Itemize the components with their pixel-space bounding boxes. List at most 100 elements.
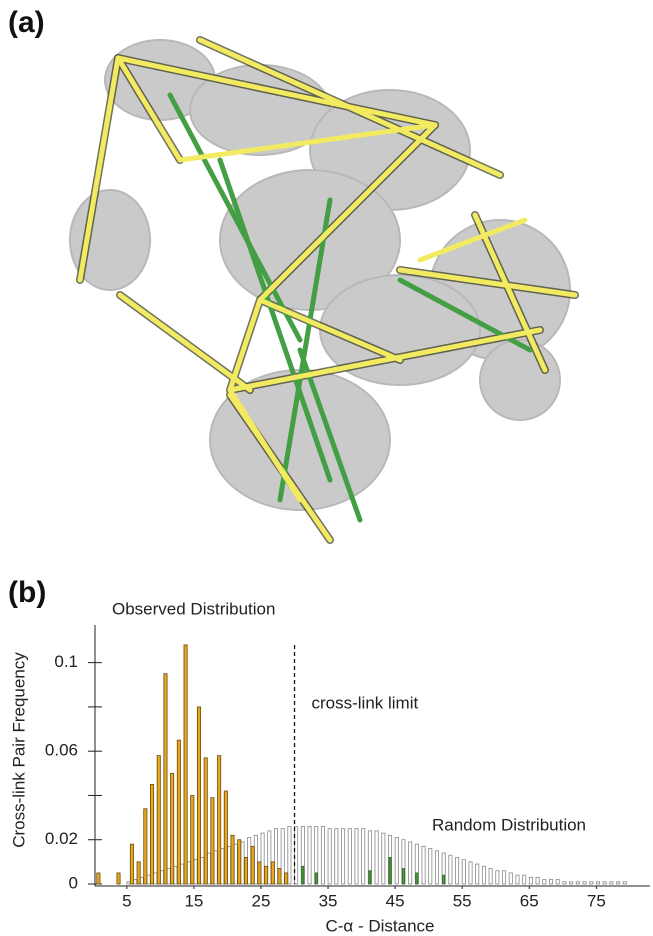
bar [468,861,473,885]
bar [190,795,195,885]
bar [368,870,372,885]
bar [595,881,600,885]
bar [535,876,540,885]
bar [461,859,466,885]
bar [196,706,202,885]
bar [582,881,587,885]
histogram: 0 0.02 0.06 0.1 5 15 25 35 45 55 65 75 C-α - Distanc… [9,599,650,935]
bar [237,839,242,885]
bar [602,881,607,885]
limit-label: cross-link limit [312,693,419,712]
bar [280,828,285,885]
bar [327,828,332,885]
bar [153,872,158,885]
series-label: Observed Distribution [112,599,275,618]
bar [287,826,292,885]
bar [220,848,225,885]
bar [381,832,386,885]
bar [253,834,258,885]
bar [213,850,218,885]
bar [227,845,232,885]
bar [277,868,282,885]
x-tick-label: 75 [587,891,606,910]
y-tick-label: 0.06 [45,741,78,760]
bar [257,861,262,885]
bar [230,834,235,885]
bar [481,865,486,885]
bar [173,865,178,885]
bar [522,874,527,885]
bar [361,828,366,885]
bar [267,830,272,885]
bar [136,861,141,885]
bar [622,881,627,885]
bar [250,845,255,885]
bar [270,861,275,885]
panel-label: (a) [8,6,45,39]
bar [616,881,621,885]
bar [475,863,480,885]
bar [448,854,453,885]
bar [133,879,138,885]
x-tick-label: 15 [184,891,203,910]
bar [260,832,265,885]
y-tick-label: 0.02 [45,829,78,848]
x-axis-label: C-α - Distance [325,916,434,935]
bar [200,857,205,885]
bar [562,881,567,885]
bar [434,850,439,885]
bar [401,868,405,885]
bar [609,881,614,885]
bar [217,755,222,885]
bar [159,870,164,885]
x-tick-label: 25 [252,891,271,910]
bar [307,826,312,885]
bar [548,879,554,885]
bar [146,874,151,885]
bar [334,828,339,885]
bar [243,857,248,885]
x-tick-label: 45 [386,891,405,910]
bar [495,870,500,885]
bar [374,830,379,885]
bar [166,868,171,885]
bar [301,865,305,885]
bar [150,783,155,885]
bar [589,881,594,885]
bar [129,843,134,885]
bar [240,841,245,885]
bar [415,872,419,885]
bar [180,863,185,885]
panel-label: (b) [8,576,46,609]
bar [96,872,101,885]
y-tick-label: 0.1 [54,652,78,671]
bar [575,881,580,885]
bar [139,876,144,885]
bar [210,797,215,885]
bar [163,673,168,885]
bar [488,868,493,885]
bar [170,772,175,885]
bar [455,857,460,885]
structure-image [69,36,579,544]
y-axis-label: Cross-link Pair Frequency [9,652,28,848]
bar [156,755,161,885]
bar [320,826,325,885]
bar [341,828,346,885]
bar [408,841,413,885]
bar [183,644,188,885]
bar [193,859,198,885]
bar [176,739,181,885]
bar [347,828,352,885]
bar [569,881,574,885]
bar [233,843,238,885]
bar [186,861,191,885]
bar [542,879,547,885]
bar [421,845,426,885]
x-tick-label: 35 [319,891,338,910]
bar [515,874,520,885]
bar [354,828,359,885]
bar [555,879,560,885]
bar [502,870,507,885]
